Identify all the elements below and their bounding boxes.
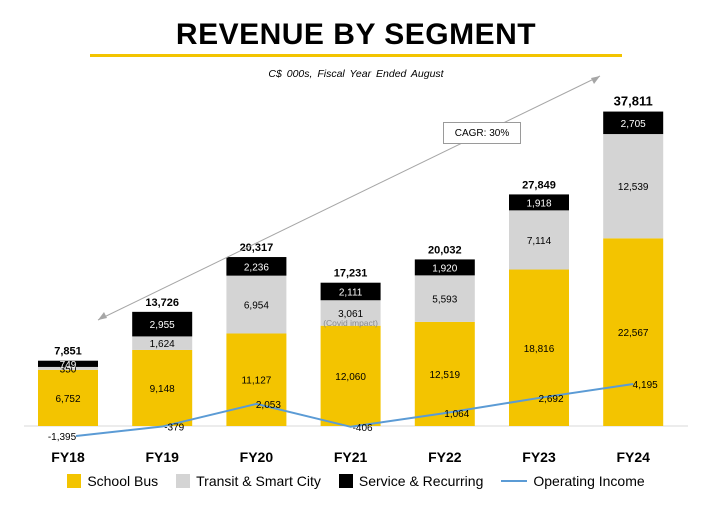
cagr-arrow-head-start xyxy=(98,312,107,320)
bar-school-bus-fy19 xyxy=(132,349,193,426)
cagr-annotation: CAGR: 30% xyxy=(443,122,521,144)
legend-swatch-service xyxy=(338,474,353,488)
legend-item-transit: Transit & Smart City xyxy=(176,473,321,489)
operating-income-label-fy18: -1,395 xyxy=(48,432,77,443)
data-label-transit-fy24: 12,539 xyxy=(618,182,649,193)
legend-label-operating-income: Operating Income xyxy=(533,473,645,489)
total-label-fy19: 13,726 xyxy=(145,297,179,309)
bar-service-fy18 xyxy=(38,360,98,367)
data-label-school-bus-fy24: 22,567 xyxy=(618,328,649,339)
bar-school-bus-fy18 xyxy=(38,369,98,426)
operating-income-label-fy22: 1,064 xyxy=(444,409,469,420)
total-label-fy24: 37,811 xyxy=(614,94,653,109)
cagr-arrow-line xyxy=(97,75,601,321)
operating-income-label-fy20: 2,053 xyxy=(256,400,281,411)
bar-service-fy19 xyxy=(132,311,193,337)
bar-transit-fy19 xyxy=(132,336,193,350)
bar-transit-fy22 xyxy=(414,275,475,322)
data-label-school-bus-fy19: 9,148 xyxy=(150,384,175,395)
data-label-service-fy22: 1,920 xyxy=(432,263,457,274)
data-label-service-fy18: 749 xyxy=(60,360,77,371)
total-label-fy20: 20,317 xyxy=(240,242,274,254)
covid-annotation: (Covid impact) xyxy=(323,318,378,328)
data-label-service-fy21: 2,111 xyxy=(339,287,363,298)
bar-service-fy21 xyxy=(320,282,381,301)
x-tick-label-fy21: FY21 xyxy=(334,449,368,465)
bar-service-fy20 xyxy=(226,257,287,276)
chart-title: REVENUE BY SEGMENT xyxy=(175,18,537,51)
legend-swatch-transit xyxy=(176,474,191,488)
legend-label-service: Service & Recurring xyxy=(358,473,484,489)
x-tick-label-fy20: FY20 xyxy=(240,449,274,465)
bar-transit-fy24 xyxy=(603,134,664,239)
bar-school-bus-fy21 xyxy=(320,325,381,426)
data-label-service-fy20: 2,236 xyxy=(244,262,269,273)
data-label-school-bus-fy21: 12,060 xyxy=(335,372,366,383)
total-label-fy23: 27,849 xyxy=(522,179,556,191)
x-tick-label-fy23: FY23 xyxy=(522,449,556,465)
legend-label-transit: Transit & Smart City xyxy=(196,473,321,489)
data-label-transit-fy21: 3,061 xyxy=(338,309,363,320)
data-label-school-bus-fy23: 18,816 xyxy=(524,344,555,355)
cagr-arrow-head-end xyxy=(591,76,600,84)
data-label-transit-fy22: 5,593 xyxy=(432,295,457,306)
legend-item-school-bus: School Bus xyxy=(67,473,158,489)
x-tick-label-fy24: FY24 xyxy=(616,449,650,465)
data-label-school-bus-fy18: 6,752 xyxy=(55,394,80,405)
bar-school-bus-fy20 xyxy=(226,333,287,426)
title-underline xyxy=(90,54,622,57)
operating-income-label-fy19: -379 xyxy=(164,423,184,434)
bar-transit-fy20 xyxy=(226,275,287,334)
legend-swatch-school-bus xyxy=(67,474,82,488)
operating-income-label-fy24: 4,195 xyxy=(633,380,658,391)
data-label-transit-fy18: 350 xyxy=(60,364,77,375)
data-label-service-fy19: 2,955 xyxy=(150,320,175,331)
bar-transit-fy18 xyxy=(38,366,98,370)
chart-subtitle: C$ 000s, Fiscal Year Ended August xyxy=(268,68,444,80)
data-label-school-bus-fy20: 11,127 xyxy=(241,376,271,387)
bar-transit-fy23 xyxy=(509,210,569,270)
bar-transit-fy21 xyxy=(320,300,381,326)
total-label-fy21: 17,231 xyxy=(334,268,368,280)
data-label-service-fy24: 2,705 xyxy=(621,119,646,130)
bar-school-bus-fy22 xyxy=(414,321,475,426)
bar-school-bus-fy24 xyxy=(603,238,664,426)
data-label-school-bus-fy22: 12,519 xyxy=(430,370,461,381)
data-label-transit-fy19: 1,624 xyxy=(150,339,175,350)
operating-income-label-fy23: 2,692 xyxy=(538,394,563,405)
x-tick-label-fy19: FY19 xyxy=(145,449,179,465)
operating-income-label-fy21: -406 xyxy=(353,423,373,434)
x-tick-label-fy18: FY18 xyxy=(51,449,85,465)
data-label-transit-fy20: 6,954 xyxy=(244,301,269,312)
bar-service-fy24 xyxy=(603,111,664,135)
total-label-fy18: 7,851 xyxy=(54,346,82,358)
legend-swatch-operating-income xyxy=(501,480,528,482)
legend-label-school-bus: School Bus xyxy=(87,473,159,489)
x-tick-label-fy22: FY22 xyxy=(428,449,462,465)
data-label-service-fy23: 1,918 xyxy=(526,198,551,209)
total-label-fy22: 20,032 xyxy=(428,244,462,256)
data-label-transit-fy23: 7,114 xyxy=(527,236,552,247)
legend-item-service: Service & Recurring xyxy=(338,473,484,489)
bar-service-fy23 xyxy=(509,194,569,211)
operating-income-line xyxy=(75,382,634,437)
chart-legend: School Bus Transit & Smart City Service … xyxy=(0,470,712,492)
legend-item-operating-income: Operating Income xyxy=(501,473,645,489)
bar-school-bus-fy23 xyxy=(509,269,569,426)
bar-service-fy22 xyxy=(414,259,475,276)
